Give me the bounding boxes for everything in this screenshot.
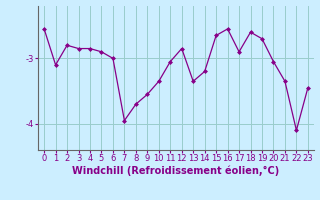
X-axis label: Windchill (Refroidissement éolien,°C): Windchill (Refroidissement éolien,°C)	[72, 166, 280, 176]
